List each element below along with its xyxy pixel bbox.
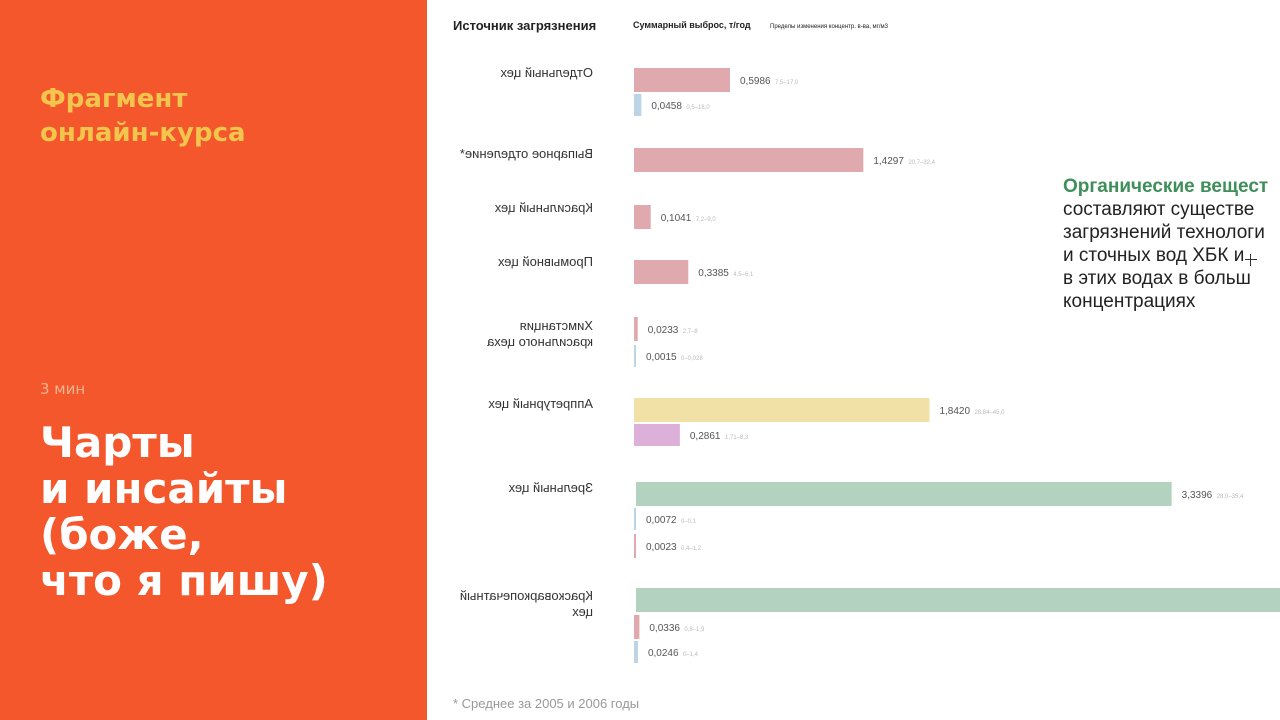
insight-highlight: Органические вещест [1063, 176, 1269, 197]
insight-line: загрязнений технологи [1063, 222, 1265, 243]
insight-line: в этих водах в больш [1063, 268, 1251, 289]
source-label: Отдельный цех [500, 65, 593, 80]
value-label: 1,4297 [873, 156, 904, 167]
source-label: Выпарное отделение* [460, 146, 593, 161]
bar [634, 641, 638, 663]
bar [634, 317, 638, 341]
source-label-line: Красковаркопечатный [460, 588, 593, 603]
value-label: 0,2861 [690, 431, 721, 442]
source-label: Зрельный цех [508, 480, 593, 495]
chart-group: Зрельный цех 3,3396 28,0–35,4 0,0072 0–0,1 0,… [508, 480, 1244, 558]
range-label: 7,2–9,0 [696, 217, 717, 223]
insight-line: составляют существе [1063, 199, 1255, 220]
value-label: 0,0015 [646, 352, 677, 363]
insight-text: Органические вещест составляют существе … [1063, 175, 1280, 313]
range-label: 28,0–35,4 [1217, 494, 1244, 500]
source-label-line: Зрельный цех [508, 480, 593, 495]
course-title-line: что я пишу) [40, 556, 328, 605]
range-label: 0,4–1,2 [681, 546, 702, 552]
crosshair-cursor-icon [1245, 254, 1257, 266]
source-label-line: Красильный цех [494, 200, 593, 215]
course-title-line: (боже, [40, 510, 204, 559]
bar [634, 68, 731, 92]
fragment-line: Фрагмент [40, 84, 188, 114]
chart-group: Выпарное отделение* 1,4297 20,7–32,4 [460, 146, 936, 172]
source-label-line: Химстанция [520, 318, 593, 333]
range-label: 0–1,4 [683, 652, 699, 658]
left-panel: Фрагмент онлайн-курса 3 мин Чарты и инса… [0, 0, 427, 720]
bar [634, 148, 864, 172]
value-label: 0,0072 [646, 515, 677, 526]
chart-group: Отдельный цех 0,5986 7,5–17,0 0,0458 0,5–18,… [500, 65, 799, 116]
value-label: 0,0023 [646, 542, 677, 553]
source-label-line: Аппретурный цех [488, 396, 593, 411]
value-label: 0,3385 [698, 268, 729, 279]
course-title: Чарты и инсайты (боже, что я пишу) [40, 420, 420, 604]
duration-label: 3 мин [40, 380, 86, 398]
footnote: * Среднее за 2005 и 2006 годы [453, 696, 639, 711]
chart-panel: Источник загрязнения Суммарный выброс, т… [427, 0, 1280, 720]
range-label: 20,7–32,4 [908, 160, 935, 166]
insight-line: и сточных вод ХБК и [1063, 245, 1245, 266]
header-range: Пределы изменения концентр. в-ва, мг/м3 [770, 24, 889, 30]
value-label: 1,8420 [939, 406, 970, 417]
header-source: Источник загрязнения [453, 18, 596, 33]
source-label: Аппретурный цех [488, 396, 593, 411]
source-label-line: Отдельный цех [500, 65, 593, 80]
value-label: 0,0458 [651, 101, 682, 112]
source-label-line: Выпарное отделение* [460, 146, 593, 161]
pollution-bar-chart: Источник загрязнения Суммарный выброс, т… [453, 18, 1280, 711]
range-label: 0–0,1 [681, 519, 697, 525]
source-label-line: Промывной цех [497, 254, 593, 269]
range-label: 7,5–17,0 [775, 80, 799, 86]
bar [634, 398, 930, 422]
bar [636, 482, 1172, 506]
range-label: 0,8–1,9 [684, 627, 705, 633]
value-label: 0,0246 [648, 648, 679, 659]
bar [634, 534, 636, 558]
chart-group: Аппретурный цех 1,8420 28,84–45,0 0,2861 1,7… [488, 396, 1005, 446]
bar [634, 345, 636, 367]
value-label: 3,3396 [1182, 490, 1213, 501]
source-label: Красильный цех [494, 200, 593, 215]
bar [634, 508, 636, 530]
insight-line: концентрациях [1063, 291, 1196, 312]
value-label: 0,0233 [648, 325, 679, 336]
bar [636, 588, 1280, 612]
source-label-line: цех [572, 604, 593, 619]
value-label: 0,1041 [661, 213, 692, 224]
range-label: 4,5–6,1 [733, 272, 754, 278]
bar [634, 424, 680, 446]
chart-groups: Отдельный цех 0,5986 7,5–17,0 0,0458 0,5–18,… [460, 65, 1280, 663]
bar [634, 260, 689, 284]
chart-group: Красильный цех 0,1041 7,2–9,0 [494, 200, 716, 229]
course-title-line: Чарты [40, 418, 195, 467]
source-label-line: красильного цеха [486, 334, 593, 349]
bar [634, 205, 651, 229]
value-label: 0,5986 [740, 76, 771, 87]
bar [634, 94, 642, 116]
source-label: Промывной цех [497, 254, 593, 269]
range-label: 28,84–45,0 [974, 410, 1005, 416]
bar [634, 615, 640, 639]
fragment-label: Фрагмент онлайн-курса [40, 82, 400, 150]
value-label: 0,0336 [649, 623, 680, 634]
fragment-line: онлайн-курса [40, 118, 246, 148]
range-label: 0–0,028 [681, 356, 703, 362]
range-label: 2,7–8 [683, 329, 699, 335]
range-label: 1,71–8,3 [725, 435, 749, 441]
header-total: Суммарный выброс, т/год [633, 20, 751, 30]
course-title-line: и инсайты [40, 464, 288, 513]
chart-group: Промывной цех 0,3385 4,5–6,1 [497, 254, 754, 284]
range-label: 0,5–18,0 [686, 105, 710, 111]
